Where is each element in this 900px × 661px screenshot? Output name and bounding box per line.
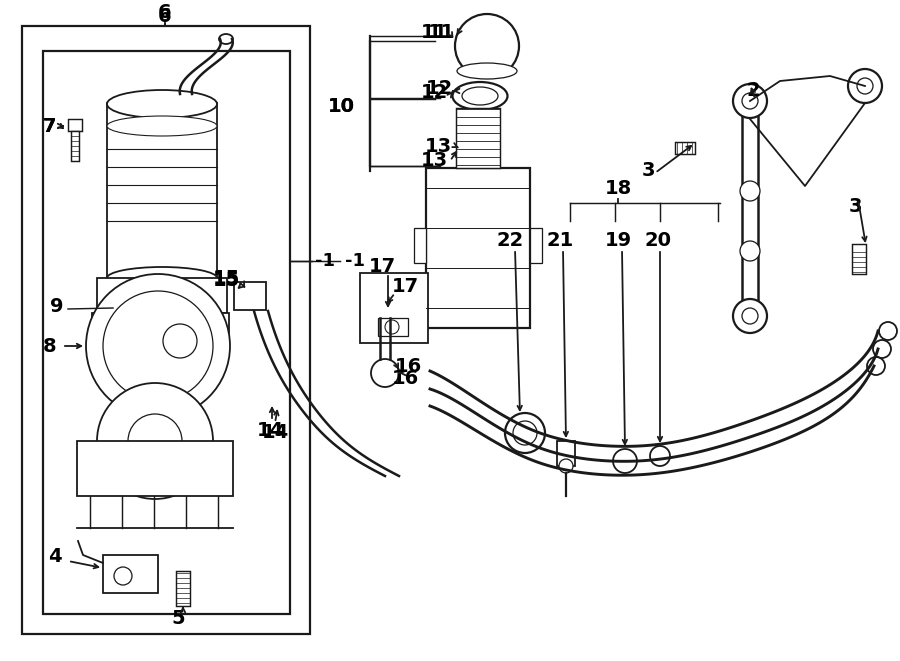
Circle shape [733, 84, 767, 118]
Text: 19: 19 [605, 231, 632, 251]
Circle shape [103, 291, 213, 401]
Text: 4: 4 [49, 547, 62, 566]
Bar [107, 103, 217, 278]
Ellipse shape [459, 137, 495, 151]
Circle shape [128, 414, 182, 468]
Circle shape [97, 383, 213, 499]
Bar [103, 555, 158, 593]
Text: 6: 6 [158, 7, 172, 26]
Text: 12: 12 [421, 83, 448, 102]
Circle shape [163, 324, 197, 358]
Text: 14: 14 [256, 422, 284, 440]
Bar [459, 144, 495, 166]
Text: 20: 20 [644, 231, 671, 251]
Text: 18: 18 [605, 180, 632, 198]
Text: 21: 21 [546, 231, 573, 251]
Circle shape [857, 78, 873, 94]
Text: -1: -1 [345, 252, 365, 270]
Circle shape [650, 446, 670, 466]
Bar [675, 142, 695, 154]
Bar [22, 26, 310, 634]
Text: 12: 12 [426, 79, 453, 98]
Circle shape [848, 69, 882, 103]
Text: 16: 16 [395, 356, 422, 375]
Text: 13: 13 [425, 137, 452, 155]
Ellipse shape [219, 34, 233, 44]
Circle shape [873, 340, 891, 358]
Text: 15: 15 [212, 272, 240, 290]
Bar [71, 131, 79, 161]
Bar [530, 228, 542, 263]
Text: 17: 17 [368, 256, 396, 276]
Circle shape [385, 320, 399, 334]
Text: 22: 22 [497, 231, 524, 251]
Text: 10: 10 [328, 97, 355, 116]
Ellipse shape [462, 87, 498, 105]
Bar [414, 228, 426, 263]
Ellipse shape [453, 82, 508, 110]
Bar [742, 101, 758, 316]
Text: 13: 13 [421, 151, 448, 171]
Text: 16: 16 [392, 368, 418, 387]
Bar [68, 119, 82, 131]
Bar [852, 244, 866, 274]
Circle shape [742, 93, 758, 109]
Text: 5: 5 [171, 609, 184, 629]
Circle shape [740, 241, 760, 261]
Bar [92, 313, 114, 333]
Circle shape [114, 567, 132, 585]
Bar [557, 441, 575, 466]
Text: 8: 8 [43, 336, 57, 356]
Bar [234, 282, 266, 310]
Ellipse shape [107, 116, 217, 136]
Text: 7: 7 [43, 116, 57, 136]
Text: 2: 2 [746, 81, 760, 100]
Circle shape [86, 274, 230, 418]
Circle shape [733, 299, 767, 333]
Ellipse shape [107, 90, 217, 118]
Circle shape [505, 413, 545, 453]
Ellipse shape [107, 267, 217, 289]
Circle shape [742, 308, 758, 324]
Text: 10: 10 [328, 97, 355, 116]
Circle shape [455, 14, 519, 78]
Text: 15: 15 [212, 270, 240, 288]
Ellipse shape [457, 63, 517, 79]
Text: 3: 3 [848, 196, 862, 215]
Circle shape [879, 322, 897, 340]
Bar [360, 273, 428, 343]
Bar [378, 318, 408, 336]
Bar [77, 441, 233, 496]
Text: 9: 9 [50, 297, 64, 315]
Circle shape [740, 181, 760, 201]
Text: 17: 17 [392, 276, 419, 295]
Bar [176, 571, 190, 606]
Text: 3: 3 [641, 161, 655, 180]
Text: -1: -1 [315, 252, 335, 270]
Text: 14: 14 [261, 424, 289, 442]
Bar [43, 51, 290, 614]
Circle shape [613, 449, 637, 473]
Circle shape [371, 359, 399, 387]
Ellipse shape [468, 147, 486, 157]
Circle shape [867, 357, 885, 375]
Circle shape [559, 459, 573, 473]
Text: 7: 7 [43, 116, 57, 136]
Text: 11: 11 [421, 24, 448, 42]
Text: 11: 11 [428, 24, 455, 42]
Bar [426, 168, 530, 328]
Circle shape [513, 421, 537, 445]
Bar [456, 108, 500, 168]
Bar [207, 313, 229, 333]
Text: 6: 6 [158, 3, 172, 22]
Bar [97, 278, 227, 313]
